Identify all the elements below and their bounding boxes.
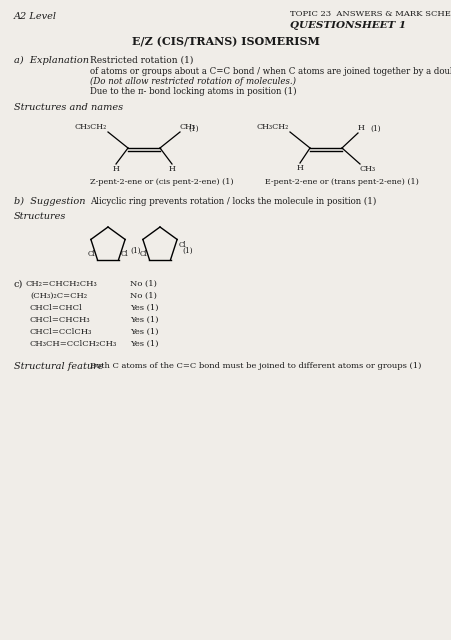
Text: Z-pent-2-ene or (cis pent-2-ene) (1): Z-pent-2-ene or (cis pent-2-ene) (1) [90, 178, 233, 186]
Text: (1): (1) [369, 125, 380, 133]
Text: H: H [357, 124, 364, 132]
Text: TOPIC 23  ANSWERS & MARK SCHEMES: TOPIC 23 ANSWERS & MARK SCHEMES [290, 10, 451, 18]
Text: Cl: Cl [87, 250, 95, 257]
Text: A2 Level: A2 Level [14, 12, 57, 21]
Text: c): c) [14, 280, 23, 289]
Text: CHCl=CHCH₃: CHCl=CHCH₃ [30, 316, 90, 324]
Text: CHCl=CHCl: CHCl=CHCl [30, 304, 83, 312]
Text: No (1): No (1) [130, 280, 156, 288]
Text: (1): (1) [130, 247, 140, 255]
Text: CH₃CH=CClCH₂CH₃: CH₃CH=CClCH₂CH₃ [30, 340, 117, 348]
Text: Both C atoms of the C=C bond must be joined to different atoms or groups (1): Both C atoms of the C=C bond must be joi… [90, 362, 420, 370]
Text: a)  Explanation: a) Explanation [14, 56, 89, 65]
Text: Cl: Cl [179, 241, 187, 250]
Text: No (1): No (1) [130, 292, 156, 300]
Text: Cl: Cl [120, 250, 128, 257]
Text: Yes (1): Yes (1) [130, 316, 158, 324]
Text: Structures and names: Structures and names [14, 103, 123, 112]
Text: CHCl=CClCH₃: CHCl=CClCH₃ [30, 328, 92, 336]
Text: CH₃CH₂: CH₃CH₂ [256, 123, 288, 131]
Text: (1): (1) [182, 247, 192, 255]
Text: (CH₃)₂C=CH₂: (CH₃)₂C=CH₂ [30, 292, 87, 300]
Text: Structural feature: Structural feature [14, 362, 103, 371]
Text: H: H [112, 165, 119, 173]
Text: Alicyclic ring prevents rotation / locks the molecule in position (1): Alicyclic ring prevents rotation / locks… [90, 197, 376, 206]
Text: E-pent-2-ene or (trans pent-2-ene) (1): E-pent-2-ene or (trans pent-2-ene) (1) [264, 178, 418, 186]
Text: CH₃CH₂: CH₃CH₂ [74, 123, 107, 131]
Text: Structures: Structures [14, 212, 66, 221]
Text: Yes (1): Yes (1) [130, 328, 158, 336]
Text: E/Z (CIS/TRANS) ISOMERISM: E/Z (CIS/TRANS) ISOMERISM [132, 36, 319, 47]
Text: CH₃: CH₃ [179, 123, 196, 131]
Text: CH₃: CH₃ [359, 165, 375, 173]
Text: Restricted rotation (1): Restricted rotation (1) [90, 56, 193, 65]
Text: H: H [168, 165, 175, 173]
Text: QUESTIONSHEET 1: QUESTIONSHEET 1 [290, 21, 405, 30]
Text: (1): (1) [188, 125, 198, 133]
Text: b)  Suggestion: b) Suggestion [14, 197, 85, 206]
Text: Yes (1): Yes (1) [130, 304, 158, 312]
Text: Yes (1): Yes (1) [130, 340, 158, 348]
Text: H: H [296, 164, 303, 172]
Text: Due to the π- bond locking atoms in position (1): Due to the π- bond locking atoms in posi… [90, 87, 296, 96]
Text: of atoms or groups about a C=C bond / when C atoms are joined together by a doub: of atoms or groups about a C=C bond / wh… [90, 67, 451, 76]
Text: Cl: Cl [139, 250, 147, 257]
Text: (Do not allow restricted rotation of molecules.): (Do not allow restricted rotation of mol… [90, 77, 295, 86]
Text: CH₂=CHCH₂CH₃: CH₂=CHCH₂CH₃ [26, 280, 97, 288]
